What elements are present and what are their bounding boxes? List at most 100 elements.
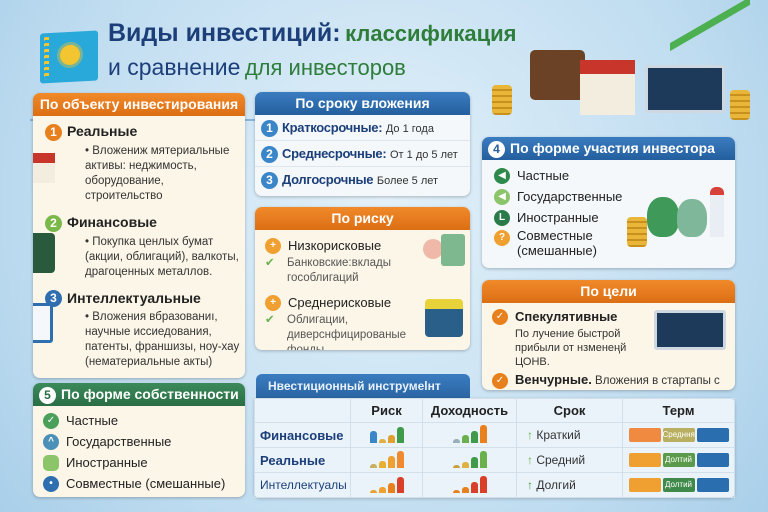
header-divider xyxy=(30,119,470,121)
item-label: Совместные (смешанные) xyxy=(66,476,226,491)
risk-desc: Банковские:вклады гособлигаций xyxy=(287,257,391,284)
term-value: До 1 года xyxy=(385,123,434,135)
term-label: Долтий xyxy=(662,453,695,468)
item-real: 1 Реальные xyxy=(45,123,240,141)
table-tab: Нвестиционный инструмеlнт xyxy=(256,374,470,399)
panel-title: По форме участия инвестора xyxy=(510,140,715,156)
header-term: Срок xyxy=(516,398,623,423)
term-label: Долтий xyxy=(662,478,695,493)
header-yield: Доходность xyxy=(422,398,517,423)
arrow-icon: ◀ xyxy=(494,188,510,205)
laptop-chart-icon xyxy=(654,310,726,350)
item-financial: 2 Финансовые xyxy=(45,214,240,232)
item-label: Частные xyxy=(517,168,570,183)
term-title: Среднесрочные: xyxy=(282,146,387,161)
check-icon: ✓ xyxy=(492,308,508,325)
hero-illustration xyxy=(530,0,760,130)
number-badge: 1 xyxy=(45,123,62,141)
money-bag-icon xyxy=(647,197,679,237)
plus-icon: + xyxy=(265,237,281,254)
number-badge: 2 xyxy=(45,214,62,232)
item-label: Иностранные xyxy=(517,210,599,225)
panel-title: По форме собственности xyxy=(61,386,239,402)
goal-speculative: ✓ Спекулятивные xyxy=(492,306,730,327)
term-row-long: 3 Долгосрочные Более 5 лет xyxy=(255,167,470,193)
row-name: Реальные xyxy=(254,447,351,473)
goal-desc: Вложения в стартапы с высоким потенциало… xyxy=(595,375,720,387)
cloud-icon xyxy=(43,454,59,471)
panel-header: По риску xyxy=(255,207,470,230)
item-desc: • Вложения вбразованиı, научные иссиедов… xyxy=(85,311,240,369)
term-cell: ↑ Долгий xyxy=(516,472,623,498)
ownership-foreign: Иностранные xyxy=(43,452,225,473)
goal-desc: По лучение быстрой прибыли от нзменеңй Ц… xyxy=(515,328,627,368)
row-name: Финансовые xyxy=(254,422,351,448)
item-title: Интеллектуальные xyxy=(67,289,201,306)
participation-state: ◀ Государственные xyxy=(494,186,622,207)
item-label: Иностранные xyxy=(66,455,148,470)
term-value: От 1 до 5 лет xyxy=(390,149,458,161)
ownership-joint: • Совместные (смешанные) xyxy=(43,473,225,494)
term-label: Средння xyxy=(662,428,695,443)
risk-bars xyxy=(350,472,423,498)
number-badge: 4 xyxy=(488,140,505,158)
item-desc: • Вложениж мятериальные активы: неджимос… xyxy=(85,144,230,202)
clock-icon: L xyxy=(494,209,510,226)
title-part-4: для инвесторов xyxy=(244,55,406,80)
number-badge: 3 xyxy=(261,172,278,190)
calculator-icon xyxy=(425,299,463,337)
panel-by-term: По сроку вложения 1 Краткосрочные: До 1 г… xyxy=(255,92,470,196)
panel-header: 5 По форме собственности xyxy=(33,383,245,406)
check-icon: ✔ xyxy=(265,257,275,269)
term-title: Краткосрочные: xyxy=(282,120,383,135)
plus-icon: + xyxy=(265,294,281,311)
laptop-chart-icon xyxy=(645,65,725,113)
participation-foreign: L Иностранные xyxy=(494,207,622,228)
question-icon: ? xyxy=(494,230,510,246)
comparison-table: Риск Доходность Срок Терм Финансовые ↑ К… xyxy=(254,398,735,498)
arrow-icon: ◀ xyxy=(494,167,510,184)
item-title: Реальные xyxy=(67,123,138,139)
term-cell: ↑ Средний xyxy=(516,447,623,473)
panel-by-object: По объекту инвестирования 1 Реальные • Вл… xyxy=(33,93,245,378)
goal-venture: ✓ Венчурные. Вложения в стартапы с высоки… xyxy=(492,372,730,390)
number-badge: 5 xyxy=(39,386,56,404)
term-title: Долгосрочные xyxy=(282,172,374,187)
money-bag-icon xyxy=(677,199,707,237)
item-label: Частные xyxy=(66,413,119,428)
header-cell xyxy=(254,398,351,423)
coins-icon xyxy=(627,217,647,247)
risk-bars xyxy=(350,447,423,473)
panel-by-goal: По цели ✓ Спекулятивные По лучение быстро… xyxy=(482,280,735,390)
goal-title: Спекулятивные xyxy=(515,309,618,324)
panel-by-ownership: 5 По форме собственности ✓ Частные ^ Госуда… xyxy=(33,383,245,497)
item-desc: • Покупка ценлых бумат (акции, облигаций… xyxy=(85,235,239,278)
term-scale: Средння xyxy=(622,422,735,448)
link-icon: • xyxy=(43,475,59,492)
table-row: Реальные ↑ Средний Долтий xyxy=(254,447,735,473)
term-value: Долгий xyxy=(536,478,576,492)
header-risk: Риск xyxy=(350,398,423,423)
item-label: Государственные xyxy=(517,189,623,204)
title-part-1: Виды инвестиций: xyxy=(108,19,341,47)
item-label: Государственные xyxy=(66,434,172,449)
risk-low: + Низкорисковые xyxy=(265,235,420,256)
item-title: Финансовые xyxy=(67,213,157,230)
table-header-row: Риск Доходность Срок Терм xyxy=(254,398,735,423)
panel-header: По сроку вложения xyxy=(255,92,470,115)
panel-header: По цели xyxy=(482,280,735,303)
panel-by-risk: По риску + Низкорисковые ✔ Банковские:вкла… xyxy=(255,207,470,350)
term-value: Краткий xyxy=(536,428,581,442)
check-icon: ✓ xyxy=(43,412,59,429)
item-label: Совместные (смешанные) xyxy=(517,228,597,258)
participation-joint: ? Совместные (смешанные) xyxy=(494,228,604,258)
arrow-up-icon: ↑ xyxy=(527,453,533,467)
risk-title: Среднерисковые xyxy=(288,295,392,310)
arrow-up-icon: ↑ xyxy=(527,478,533,492)
term-row-short: 1 Краткосрочные: До 1 года xyxy=(255,115,470,141)
risk-title: Низкорисковые xyxy=(288,238,382,253)
coins-icon xyxy=(730,90,750,120)
coins-icon xyxy=(492,85,512,115)
house-icon xyxy=(580,60,635,115)
yield-bars xyxy=(422,447,517,473)
